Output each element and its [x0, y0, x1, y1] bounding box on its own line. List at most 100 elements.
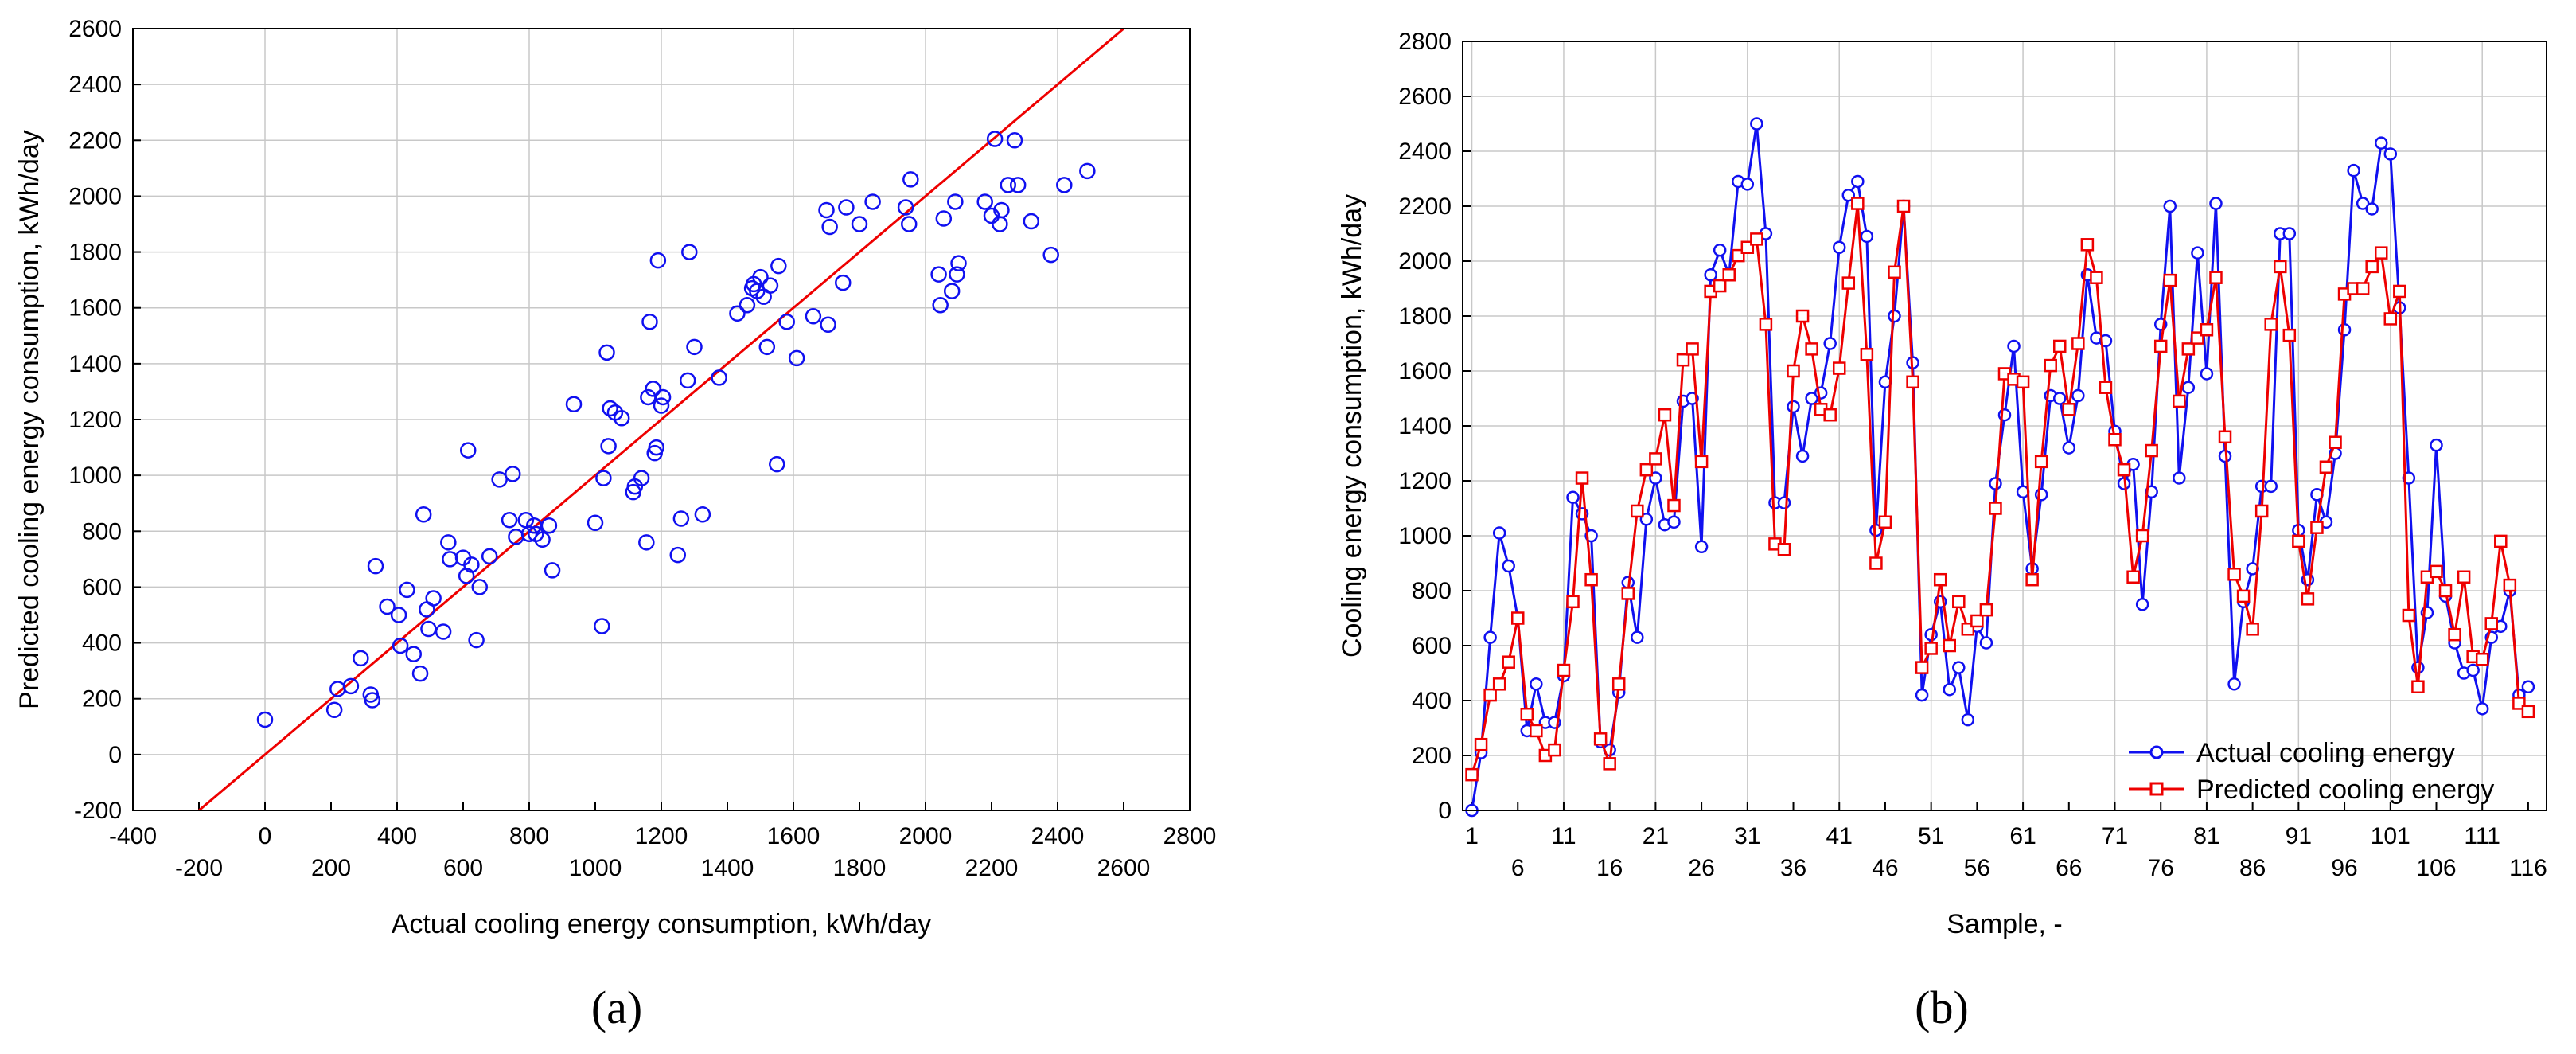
data-point-predicted	[2071, 337, 2085, 350]
scatter-point	[364, 692, 381, 709]
panel-a-x-tick-label: 2600	[1097, 855, 1151, 881]
data-point-actual	[1860, 229, 1874, 244]
panel-b-x-tick-label: 16	[1596, 855, 1623, 881]
data-point-actual	[2062, 441, 2076, 455]
data-point-predicted	[2365, 260, 2379, 274]
panel-b-y-tick-label: 2200	[1398, 193, 1452, 220]
panel-a-x-tick-label: 2000	[899, 823, 953, 849]
series-actual	[1465, 117, 2535, 818]
panel-a-x-tick-label: 1800	[833, 855, 887, 881]
scatter-point	[1000, 177, 1016, 193]
panel-a-x-tick-label: 0	[259, 823, 272, 849]
data-point-actual	[1777, 496, 1791, 509]
panel-a-y-tick-label: 1000	[68, 463, 122, 489]
data-point-actual	[2264, 479, 2278, 494]
data-point-predicted	[2411, 680, 2425, 693]
panel-b-x-tick-label: 56	[1964, 855, 1990, 881]
scatter-point	[594, 618, 610, 634]
data-point-predicted	[1860, 348, 1874, 361]
data-point-predicted	[2145, 443, 2158, 458]
data-point-predicted	[2356, 282, 2370, 295]
data-point-actual	[1979, 636, 1993, 650]
data-point-actual	[2466, 663, 2480, 677]
data-point-predicted	[1502, 655, 1515, 669]
scatter-point	[672, 510, 690, 527]
data-point-actual	[1952, 661, 1966, 674]
scatter-point	[600, 438, 617, 455]
data-point-predicted	[2438, 584, 2453, 598]
panel-a-y-tick-label: 2400	[68, 72, 122, 98]
panel-b-x-tick-label: 46	[1872, 855, 1898, 881]
scatter-point	[739, 296, 756, 314]
data-point-actual	[1924, 627, 1938, 642]
scatter-point	[992, 216, 1008, 232]
data-point-actual	[2007, 339, 2021, 353]
panel-a-scatter-chart: -200 0 200 400 600 800 1000 1200 1400 1600 1800 200…	[14, 16, 1216, 1033]
data-point-predicted	[1548, 743, 1561, 757]
scatter-point	[459, 442, 477, 459]
scatter-point	[420, 620, 437, 638]
panel-b-plot-frame	[1462, 41, 2547, 811]
panel-b-y-tick-label: 2000	[1398, 248, 1452, 275]
data-point-actual	[2163, 199, 2177, 213]
data-point-predicted	[2457, 570, 2471, 584]
panel-b-x-tick-label: 6	[1511, 855, 1525, 881]
panel-b-y-tick-label: 800	[1412, 578, 1452, 604]
panel-b-y-tick-label: 1200	[1398, 468, 1452, 494]
panel-b-x-tick-label: 91	[2286, 823, 2312, 849]
data-point-predicted	[1888, 265, 1901, 279]
panel-a-x-tick-label: 1200	[635, 823, 688, 849]
scatter-point	[640, 388, 657, 406]
data-point-actual	[1851, 174, 1865, 189]
panel-b-y-tick-label: 1000	[1398, 523, 1452, 549]
data-point-actual	[1888, 309, 1901, 323]
panel-b-y-tick-label: 0	[1438, 798, 1452, 824]
scatter-point	[602, 400, 618, 417]
data-point-predicted	[1584, 572, 1598, 587]
data-point-predicted	[1474, 737, 1488, 751]
data-point-predicted	[2117, 463, 2131, 477]
panel-a-x-tick-labels: -400 0 400 800 1200 1600 2000 2400 2800 -200 200 60…	[109, 823, 1216, 881]
data-point-predicted	[2329, 435, 2342, 449]
scatter-point	[633, 470, 650, 486]
panel-a-y-tick-label: 1800	[68, 240, 122, 266]
scatter-point	[463, 556, 480, 573]
data-point-predicted	[1530, 724, 1543, 738]
data-point-actual	[2071, 388, 2085, 403]
data-point-predicted	[2374, 246, 2388, 260]
scatter-point	[638, 534, 655, 551]
data-point-actual	[1795, 449, 1810, 463]
data-point-predicted	[1943, 638, 1956, 653]
data-point-predicted	[1979, 603, 1993, 617]
panel-a-y-tick-label: 0	[108, 742, 122, 768]
scatter-point	[645, 381, 661, 397]
data-point-predicted	[1952, 595, 1966, 609]
scatter-point	[669, 546, 686, 564]
scatter-point	[901, 216, 918, 232]
scatter-point	[752, 268, 769, 286]
scatter-point	[613, 409, 630, 427]
panel-b-y-tick-label: 2600	[1398, 84, 1452, 110]
data-point-predicted	[1621, 587, 1635, 600]
data-point-predicted	[1483, 688, 1497, 702]
data-point-actual	[2282, 227, 2297, 240]
data-point-predicted	[1832, 361, 1846, 375]
data-point-actual	[1566, 490, 1580, 504]
legend-label-predicted: Predicted cooling energy	[2196, 775, 2494, 805]
scatter-point	[1042, 246, 1059, 264]
scatter-point	[679, 372, 696, 389]
data-point-predicted	[1933, 572, 1947, 587]
scatter-point	[649, 252, 667, 269]
scatter-point	[864, 193, 881, 210]
scatter-point	[897, 199, 914, 216]
panel-a-x-tick-label: 2400	[1031, 823, 1085, 849]
data-point-actual	[1805, 392, 1818, 405]
panel-a-x-tick-label: -200	[175, 855, 223, 881]
data-point-predicted	[2310, 521, 2324, 534]
data-point-predicted	[1593, 732, 1608, 746]
panel-b-x-axis-title: Sample, -	[1947, 909, 2063, 939]
legend-marker-predicted	[2149, 782, 2164, 796]
data-point-predicted	[2016, 375, 2030, 389]
scatter-point	[411, 665, 429, 682]
data-point-actual	[1631, 630, 1644, 644]
